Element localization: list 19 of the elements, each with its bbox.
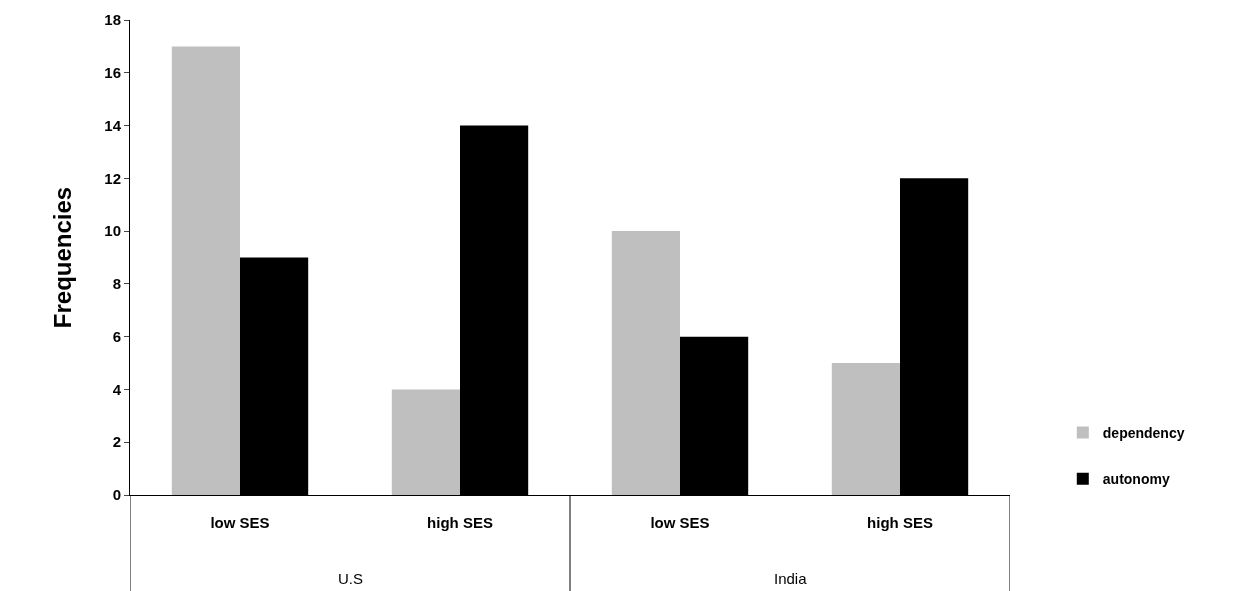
text: India (774, 570, 808, 587)
y-tick-label: 8 (112, 275, 121, 293)
y-tick-label: 10 (104, 222, 121, 240)
y-tick-label: 12 (104, 169, 121, 187)
y-tick-label: 0 (112, 486, 121, 504)
y-tick-label: 2 (112, 433, 121, 451)
x-tick-label: low SES (650, 514, 710, 531)
x-tick-label: high SES (867, 514, 933, 531)
y-tick-label: 18 (104, 11, 121, 29)
legend-label: autonomy (1102, 471, 1170, 488)
legend-label: dependency (1102, 425, 1185, 442)
x-tick-label: low SES (210, 514, 270, 531)
y-tick-label: 14 (104, 116, 122, 134)
text: U.S (338, 570, 364, 587)
x-tick-label: high SES (427, 514, 493, 531)
y-tick-label: 6 (112, 327, 121, 345)
y-axis-title: Frequencies (49, 186, 77, 329)
y-tick-label: 4 (112, 380, 122, 398)
y-tick-label: 16 (104, 64, 121, 82)
